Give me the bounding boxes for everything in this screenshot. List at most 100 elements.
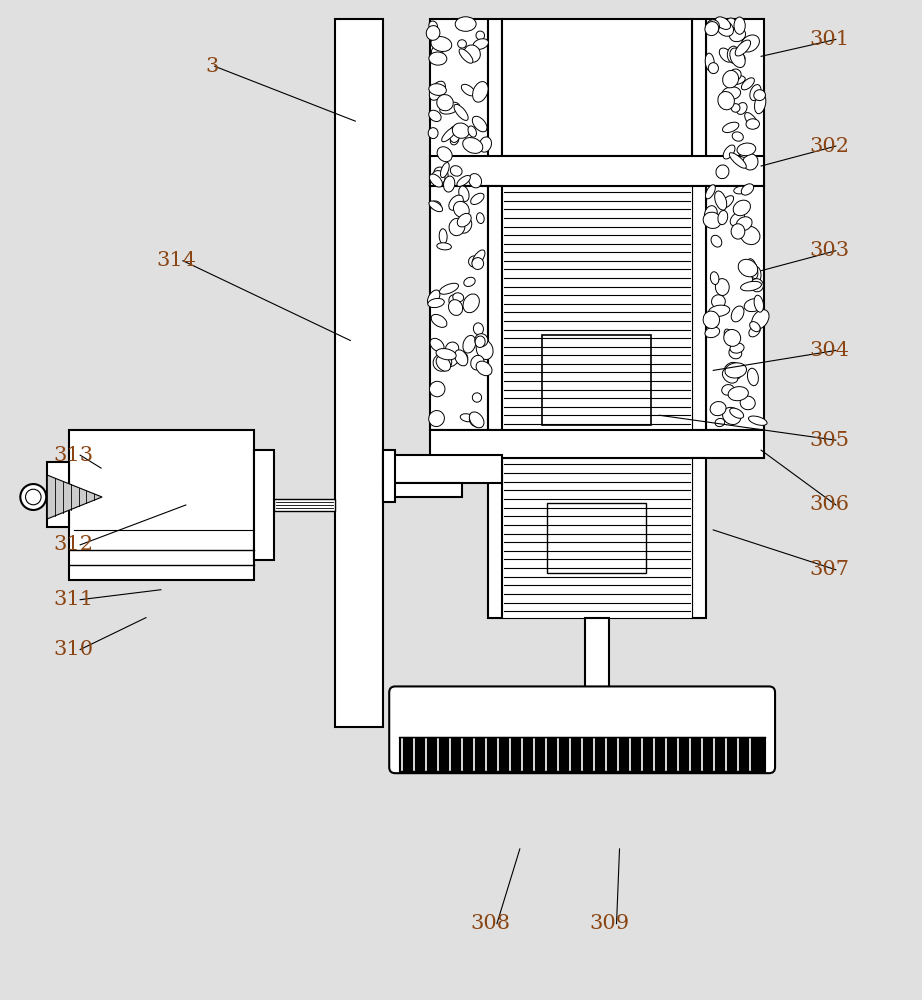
Ellipse shape xyxy=(749,416,767,425)
Ellipse shape xyxy=(453,123,469,138)
Ellipse shape xyxy=(741,35,760,52)
Ellipse shape xyxy=(718,92,735,110)
Ellipse shape xyxy=(703,311,719,329)
Ellipse shape xyxy=(737,217,752,231)
Ellipse shape xyxy=(460,414,474,422)
Ellipse shape xyxy=(729,28,746,42)
Bar xyxy=(430,156,764,186)
Ellipse shape xyxy=(754,94,766,114)
Ellipse shape xyxy=(469,174,481,188)
Ellipse shape xyxy=(429,21,437,30)
Ellipse shape xyxy=(437,243,452,250)
Ellipse shape xyxy=(440,283,458,294)
Ellipse shape xyxy=(741,184,753,195)
Ellipse shape xyxy=(737,103,747,114)
Ellipse shape xyxy=(428,290,440,305)
Ellipse shape xyxy=(449,295,459,306)
Bar xyxy=(430,430,764,458)
Text: 305: 305 xyxy=(809,431,849,450)
Ellipse shape xyxy=(728,28,742,37)
Bar xyxy=(502,186,692,430)
Bar xyxy=(384,455,502,483)
Ellipse shape xyxy=(709,305,729,316)
Ellipse shape xyxy=(472,393,481,402)
Bar xyxy=(585,618,609,692)
Bar xyxy=(47,462,69,527)
Ellipse shape xyxy=(470,193,484,205)
Ellipse shape xyxy=(429,52,447,65)
Ellipse shape xyxy=(733,200,751,216)
Ellipse shape xyxy=(449,218,465,236)
Ellipse shape xyxy=(448,300,463,315)
Ellipse shape xyxy=(748,259,758,279)
Ellipse shape xyxy=(750,85,761,101)
Ellipse shape xyxy=(716,20,734,36)
Ellipse shape xyxy=(473,39,489,49)
Ellipse shape xyxy=(443,347,452,362)
Bar xyxy=(502,458,692,618)
Ellipse shape xyxy=(752,267,761,284)
Ellipse shape xyxy=(727,76,745,85)
Ellipse shape xyxy=(442,127,456,142)
Text: 314: 314 xyxy=(156,251,195,270)
Ellipse shape xyxy=(745,113,758,128)
Text: 309: 309 xyxy=(589,914,630,933)
Bar xyxy=(692,186,706,430)
Ellipse shape xyxy=(731,104,740,112)
Ellipse shape xyxy=(715,191,727,210)
Ellipse shape xyxy=(716,165,729,179)
Ellipse shape xyxy=(704,206,717,223)
Ellipse shape xyxy=(443,176,455,192)
Ellipse shape xyxy=(715,279,729,295)
Ellipse shape xyxy=(479,137,491,152)
Bar xyxy=(384,450,396,502)
Ellipse shape xyxy=(454,201,469,218)
Ellipse shape xyxy=(437,147,452,162)
Ellipse shape xyxy=(723,145,735,159)
Ellipse shape xyxy=(722,87,740,100)
Ellipse shape xyxy=(729,153,746,168)
Ellipse shape xyxy=(744,299,763,312)
Ellipse shape xyxy=(724,329,735,347)
Ellipse shape xyxy=(464,277,475,286)
Ellipse shape xyxy=(469,416,481,427)
Text: 3: 3 xyxy=(206,57,219,76)
Ellipse shape xyxy=(433,353,452,371)
Ellipse shape xyxy=(450,135,459,145)
Ellipse shape xyxy=(457,40,467,48)
Ellipse shape xyxy=(725,363,747,378)
Ellipse shape xyxy=(472,258,484,269)
Text: 304: 304 xyxy=(809,341,849,360)
Ellipse shape xyxy=(469,412,484,428)
Ellipse shape xyxy=(737,143,756,156)
Ellipse shape xyxy=(429,411,444,427)
Bar xyxy=(706,186,764,430)
Ellipse shape xyxy=(740,281,762,291)
Ellipse shape xyxy=(441,162,449,178)
Ellipse shape xyxy=(463,138,483,153)
Bar xyxy=(692,458,706,618)
Ellipse shape xyxy=(728,387,749,401)
Ellipse shape xyxy=(748,368,759,386)
Bar xyxy=(488,19,502,186)
Ellipse shape xyxy=(471,355,484,370)
Ellipse shape xyxy=(472,250,485,266)
Ellipse shape xyxy=(431,46,443,58)
Text: 302: 302 xyxy=(809,137,849,156)
Ellipse shape xyxy=(708,63,718,74)
Ellipse shape xyxy=(715,418,725,427)
Ellipse shape xyxy=(730,48,745,67)
Ellipse shape xyxy=(445,342,459,355)
Ellipse shape xyxy=(705,53,715,71)
Ellipse shape xyxy=(722,385,734,395)
Ellipse shape xyxy=(473,82,488,102)
Bar xyxy=(399,737,765,772)
Ellipse shape xyxy=(434,167,448,181)
Ellipse shape xyxy=(705,22,718,36)
Ellipse shape xyxy=(726,18,738,33)
Ellipse shape xyxy=(473,323,483,335)
Ellipse shape xyxy=(720,196,734,209)
Ellipse shape xyxy=(751,279,763,292)
Ellipse shape xyxy=(430,381,445,397)
Ellipse shape xyxy=(437,95,454,111)
